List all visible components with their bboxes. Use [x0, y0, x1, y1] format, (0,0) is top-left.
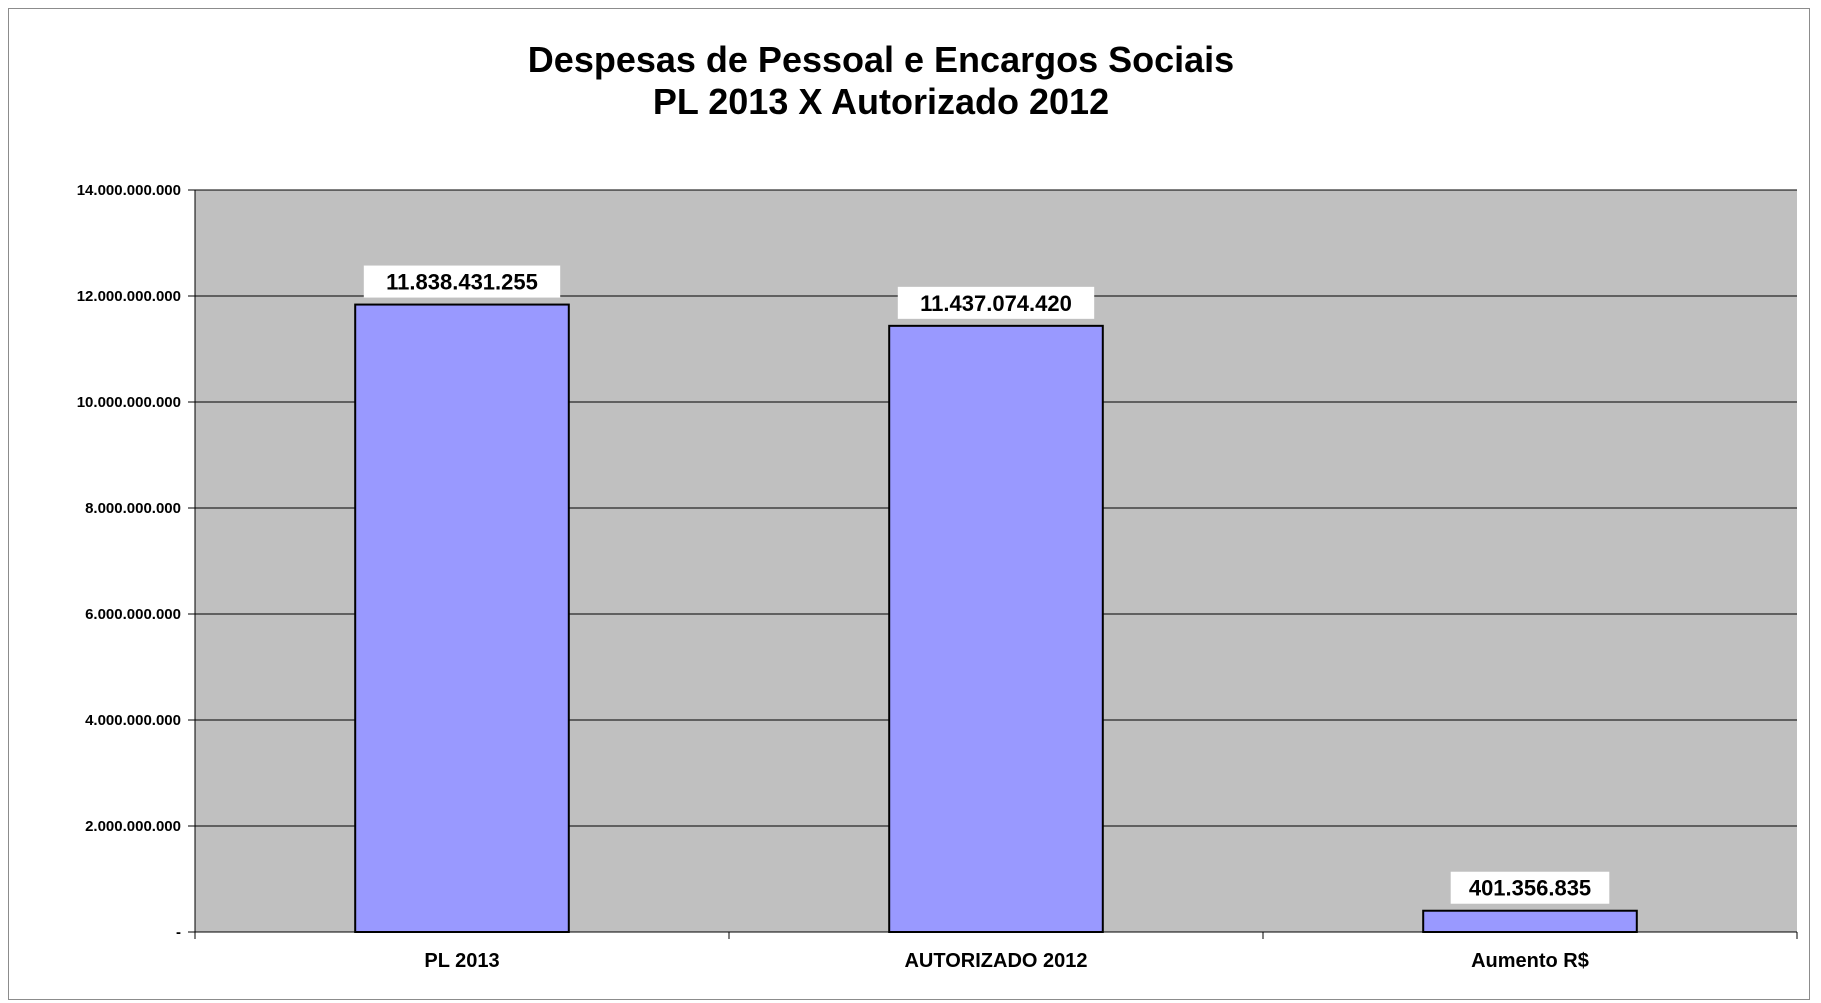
data-label-background [1450, 871, 1610, 904]
y-tick-label: 12.000.000.000 [77, 288, 181, 305]
y-tick-label: 2.000.000.000 [85, 818, 181, 835]
chart-title-line-1: Despesas de Pessoal e Encargos Sociais [528, 39, 1234, 80]
y-tick-label: 4.000.000.000 [85, 712, 181, 729]
y-tick-label: 14.000.000.000 [77, 182, 181, 199]
chart-title: Despesas de Pessoal e Encargos Sociais P… [528, 39, 1234, 122]
x-category-label: Aumento R$ [1471, 950, 1589, 972]
bars [354, 303, 1638, 933]
data-label: 11.437.074.420 [920, 291, 1072, 316]
chart-frame: Despesas de Pessoal e Encargos Sociais P… [8, 8, 1810, 1000]
y-tick-label: - [176, 924, 181, 941]
bar [1422, 909, 1638, 933]
bar [888, 324, 1104, 933]
data-label: 11.838.431.255 [386, 270, 538, 295]
bar-chart: Despesas de Pessoal e Encargos Sociais P… [77, 39, 1798, 972]
y-tick-label: 6.000.000.000 [85, 606, 181, 623]
y-axis: - 2.000.000.000 4.000.000.000 6.000.000.000… [77, 182, 196, 941]
bar [354, 303, 570, 933]
x-category-label: PL 2013 [424, 950, 499, 972]
y-tick-label: 8.000.000.000 [85, 500, 181, 517]
chart-title-line-2: PL 2013 X Autorizado 2012 [653, 81, 1109, 122]
x-axis: PL 2013 AUTORIZADO 2012 Aumento R$ [194, 931, 1798, 972]
data-label-background [363, 265, 561, 298]
data-label: 401.356.835 [1469, 876, 1591, 901]
data-labels: 11.838.431.255 11.437.074.420 401.356.835 [363, 265, 1610, 904]
y-tick-label: 10.000.000.000 [77, 394, 181, 411]
x-category-label: AUTORIZADO 2012 [904, 950, 1087, 972]
data-label-background [897, 286, 1095, 319]
